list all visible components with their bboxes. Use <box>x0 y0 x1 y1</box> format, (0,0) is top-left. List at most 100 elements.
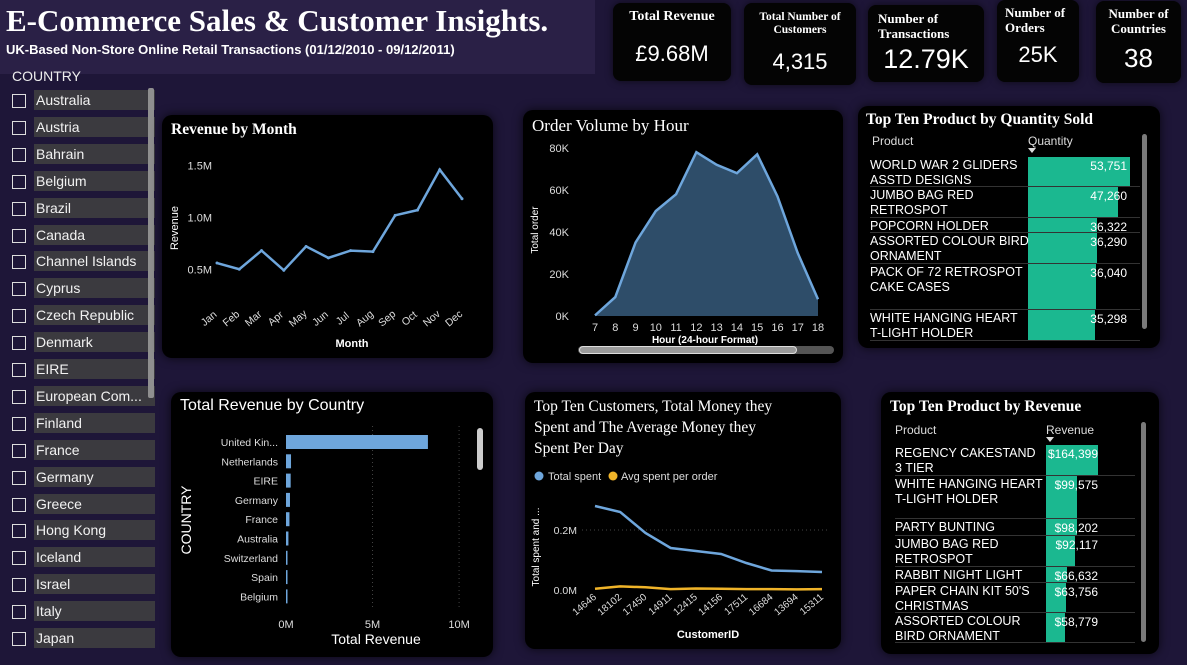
kpi-label: Number of Countries <box>1108 6 1169 36</box>
value-bar <box>1028 233 1097 263</box>
country-option[interactable]: Czech Republic <box>12 305 162 327</box>
country-option[interactable]: European Com... <box>12 385 162 408</box>
country-option[interactable]: Finland <box>12 412 162 435</box>
country-option[interactable]: Cyprus <box>12 278 162 300</box>
checkbox[interactable] <box>12 282 26 297</box>
x-tick-label: Sep <box>376 308 398 329</box>
table-row[interactable]: POPCORN HOLDER 36,322 <box>858 218 1160 234</box>
checkbox[interactable] <box>12 201 26 216</box>
table-row[interactable]: WHITE HANGING HEART T-LIGHT HOLDER $99,57… <box>881 476 1159 519</box>
country-option[interactable]: Greece <box>12 493 162 516</box>
checkbox[interactable] <box>12 605 26 620</box>
table-row[interactable]: JUMBO BAG RED RETROSPOT $92,117 <box>881 536 1159 567</box>
value-bar <box>1046 567 1068 582</box>
checkbox[interactable] <box>12 470 26 485</box>
horizontal-scrollbar-thumb[interactable] <box>579 346 797 354</box>
checkbox[interactable] <box>12 632 26 646</box>
country-option-label: Hong Kong <box>34 520 155 541</box>
country-bar <box>286 531 289 546</box>
row-divider <box>870 232 1140 233</box>
checkbox[interactable] <box>12 551 26 566</box>
order-line <box>594 150 820 317</box>
row-divider <box>870 217 1140 218</box>
table-row[interactable]: ASSORTED COLOUR BIRD ORNAMENT 36,290 <box>858 233 1160 264</box>
country-option[interactable]: Channel Islands <box>12 251 162 273</box>
column-header-product[interactable]: Product <box>872 134 914 148</box>
checkbox[interactable] <box>12 389 26 404</box>
table-row[interactable]: REGENCY CAKESTAND 3 TIER $164,399 <box>881 445 1159 476</box>
country-option[interactable]: Japan <box>12 628 162 650</box>
country-option[interactable]: Italy <box>12 601 162 623</box>
column-header-quantity[interactable]: Quantity <box>1028 134 1073 148</box>
country-option[interactable]: Israel <box>12 574 162 596</box>
cell-value: $92,117 <box>1055 538 1099 552</box>
country-scrollbar[interactable] <box>148 88 154 398</box>
product-name: ASSORTED COLOUR BIRD ORNAMENT <box>870 234 1029 263</box>
country-option[interactable]: Bahrain <box>12 143 162 166</box>
series-line <box>594 585 823 591</box>
product-name: WHITE HANGING HEART T-LIGHT HOLDER <box>870 311 1018 340</box>
checkbox[interactable] <box>12 363 26 377</box>
table-row[interactable]: JUMBO BAG RED RETROSPOT 47,260 <box>858 187 1160 218</box>
vertical-scrollbar[interactable] <box>477 428 483 470</box>
table-row[interactable]: PARTY BUNTING $98,202 <box>881 519 1159 536</box>
country-option[interactable]: Austria <box>12 116 162 139</box>
legend-marker <box>534 471 544 481</box>
country-option[interactable]: France <box>12 439 162 462</box>
country-option[interactable]: Australia <box>12 90 162 112</box>
country-option[interactable]: Hong Kong <box>12 520 162 542</box>
checkbox[interactable] <box>12 147 26 162</box>
checkbox[interactable] <box>12 336 26 351</box>
table-scrollbar[interactable] <box>1141 422 1146 642</box>
revenue-by-month-card: Revenue by Month 0.5M 1.0M 1.5M Jan Feb Mar Ap… <box>162 115 493 358</box>
table-row[interactable]: RABBIT NIGHT LIGHT $66,632 <box>881 567 1159 583</box>
product-name: WORLD WAR 2 GLIDERS ASSTD DESIGNS <box>870 158 1018 187</box>
table-row[interactable]: PAPER CHAIN KIT 50'S CHRISTMAS $63,756 <box>881 583 1159 613</box>
country-option-label: Belgium <box>34 170 155 191</box>
revenue-by-month-chart: 0.5M 1.0M 1.5M Jan Feb Mar Apr May Jun Jul Aug Sep O… <box>169 161 465 350</box>
row-divider <box>870 309 1140 310</box>
checkbox[interactable] <box>12 416 26 431</box>
checkbox[interactable] <box>12 228 26 243</box>
checkbox[interactable] <box>12 443 26 458</box>
x-tick-label: Jun <box>310 309 331 329</box>
y-tick-label: Switzerland <box>224 553 278 565</box>
country-option[interactable]: Brazil <box>12 197 162 220</box>
country-option[interactable]: Denmark <box>12 332 162 354</box>
country-option[interactable]: Canada <box>12 224 162 247</box>
table-scrollbar[interactable] <box>1142 134 1147 329</box>
kpi-label: Total Number of Customers <box>759 11 841 36</box>
y-tick-label: 1.5M <box>188 161 212 173</box>
table-row[interactable]: PACK OF 72 RETROSPOT CAKE CASES 36,040 <box>858 264 1160 310</box>
x-tick-label: 10 <box>650 322 662 334</box>
checkbox[interactable] <box>12 497 26 512</box>
table-row[interactable]: ASSORTED COLOUR BIRD ORNAMENT $58,779 <box>881 613 1159 643</box>
sort-descending-icon <box>1028 148 1036 153</box>
checkbox[interactable] <box>12 578 26 593</box>
country-option[interactable]: Germany <box>12 466 162 489</box>
cell-value: $63,756 <box>1054 585 1098 599</box>
checkbox[interactable] <box>12 174 26 189</box>
cell-value: 35,298 <box>1090 312 1127 326</box>
checkbox[interactable] <box>12 94 26 108</box>
checkbox[interactable] <box>12 120 26 135</box>
x-axis-label: Month <box>336 338 369 350</box>
table-row[interactable]: WHITE HANGING HEART T-LIGHT HOLDER 35,298 <box>858 310 1160 341</box>
country-option[interactable]: Iceland <box>12 547 162 569</box>
kpi-label: Number of Transactions <box>878 11 950 41</box>
checkbox[interactable] <box>12 524 26 539</box>
value-bar <box>1046 613 1065 642</box>
table-row[interactable]: WORLD WAR 2 GLIDERS ASSTD DESIGNS 53,751 <box>858 157 1160 187</box>
revenue-line <box>216 167 463 273</box>
row-divider <box>870 263 1140 264</box>
checkbox[interactable] <box>12 255 26 270</box>
country-option[interactable]: Belgium <box>12 170 162 193</box>
country-option[interactable]: EIRE <box>12 359 162 381</box>
kpi-orders: Number of Orders 25K <box>997 0 1079 82</box>
data-point <box>415 208 419 212</box>
table-title: Top Ten Product by Quantity Sold <box>866 111 1093 128</box>
column-header-revenue[interactable]: Revenue <box>1046 423 1095 437</box>
country-bar <box>286 435 428 449</box>
checkbox[interactable] <box>12 309 26 324</box>
column-header-product[interactable]: Product <box>895 423 937 437</box>
